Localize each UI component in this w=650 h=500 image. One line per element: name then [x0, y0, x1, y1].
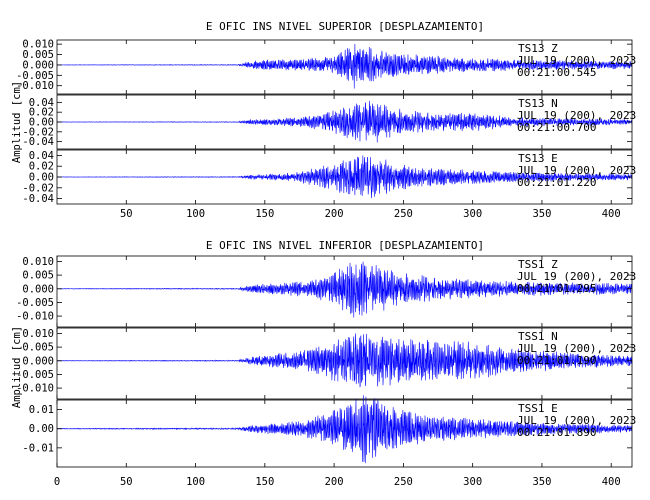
y-tick-label: 0.005: [22, 270, 54, 282]
x-tick-label: 50: [120, 208, 133, 220]
waveform-trace: [56, 155, 633, 199]
lower-block: E OFIC INS NIVEL INFERIOR [DESPLAZAMIENT…: [11, 239, 484, 408]
x-tick-label: 350: [532, 208, 551, 220]
x-tick-label: 400: [602, 476, 621, 488]
y-tick-label: 0.010: [22, 256, 54, 268]
y-tick-label: 0.005: [22, 342, 54, 354]
y-tick-label: 0.00: [29, 117, 54, 129]
station-label: TSS1 Z: [518, 258, 558, 271]
x-tick-label: 100: [186, 208, 205, 220]
y-tick-label: -0.04: [22, 193, 54, 205]
station-label: TS13 E: [518, 152, 558, 165]
x-tick-label: 300: [463, 476, 482, 488]
y-tick-label: -0.02: [22, 126, 54, 138]
x-axis-labels-block-1: 0 50 100 150 200 250 300 350 400: [54, 476, 621, 488]
x-tick-label: 250: [394, 208, 413, 220]
y-tick-label: -0.02: [22, 182, 54, 194]
y-tick-label: -0.01: [22, 442, 54, 454]
x-tick-label: 50: [120, 476, 133, 488]
waveform-trace: [56, 395, 633, 464]
y-tick-label: -0.005: [16, 369, 54, 381]
y-tick-label: 0.01: [29, 404, 54, 416]
waveform-trace: [56, 333, 633, 388]
x-axis-labels-block-0: 50 100 150 200 250 300 350 400: [120, 208, 621, 220]
x-tick-label: 100: [186, 476, 205, 488]
time-label: 00:21:01.220: [517, 176, 596, 189]
y-tick-label: 0.02: [29, 107, 54, 119]
y-tick-label: 0.005: [22, 49, 54, 61]
y-tick-label: -0.010: [16, 80, 54, 92]
panel-frame: [56, 255, 633, 328]
y-tick-label: 0.00: [29, 172, 54, 184]
y-tick-label: 0.010: [22, 39, 54, 51]
waveform-trace: [56, 100, 633, 143]
station-label: TS13 Z: [518, 42, 558, 55]
date-label: JUL 19 (200), 2023: [517, 54, 636, 67]
station-label: TSS1 E: [518, 402, 558, 415]
x-tick-label: 150: [255, 208, 274, 220]
y-tick-label: -0.04: [22, 136, 54, 148]
y-tick-label: -0.010: [16, 383, 54, 395]
waveform-trace: [56, 43, 633, 89]
time-label: 00:21:01.190: [517, 354, 596, 367]
y-tick-label: 0.00: [29, 423, 54, 435]
x-tick-label: 300: [463, 208, 482, 220]
panel-frame: [56, 399, 633, 468]
time-label: 00:21:01.890: [517, 426, 596, 439]
y-tick-label: 0.000: [22, 283, 54, 295]
y-tick-label: -0.010: [16, 311, 54, 323]
x-tick-label: 250: [394, 476, 413, 488]
x-tick-label: 350: [532, 476, 551, 488]
date-label: JUL 19 (200), 2023: [517, 414, 636, 427]
y-tick-label: 0.04: [29, 97, 54, 109]
panel-frame: [56, 39, 633, 95]
date-label: JUL 19 (200), 2023: [517, 270, 636, 283]
upper-block-title: E OFIC INS NIVEL SUPERIOR [DESPLAZAMIENT…: [206, 20, 484, 33]
date-label: JUL 19 (200), 2023: [517, 109, 636, 122]
date-label: JUL 19 (200), 2023: [517, 164, 636, 177]
y-tick-label: 0.010: [22, 328, 54, 340]
y-tick-label: 0.000: [22, 59, 54, 71]
station-label: TSS1 N: [518, 330, 558, 343]
time-label: 00:21:01.295: [517, 282, 596, 295]
y-tick-label: 0.04: [29, 150, 54, 162]
x-tick-label: 150: [255, 476, 274, 488]
upper-block-ylabel: Amplitud [cm]: [11, 81, 23, 163]
lower-block-title: E OFIC INS NIVEL INFERIOR [DESPLAZAMIENT…: [206, 239, 484, 252]
lower-block-ylabel: Amplitud [cm]: [11, 326, 23, 408]
x-tick-label: 200: [325, 476, 344, 488]
x-tick-label: 400: [602, 208, 621, 220]
x-tick-label: 200: [325, 208, 344, 220]
upper-block: E OFIC INS NIVEL SUPERIOR [DESPLAZAMIENT…: [11, 20, 484, 163]
time-label: 00:21:00.700: [517, 121, 596, 134]
y-tick-label: 0.02: [29, 161, 54, 173]
date-label: JUL 19 (200), 2023: [517, 342, 636, 355]
y-tick-label: 0.000: [22, 355, 54, 367]
y-tick-label: -0.005: [16, 297, 54, 309]
x-tick-label: 0: [54, 476, 60, 488]
panel-frame: [56, 327, 633, 400]
station-label: TS13 N: [518, 97, 558, 110]
y-tick-label: -0.005: [16, 70, 54, 82]
time-label: 00:21:00.545: [517, 66, 596, 79]
waveform-trace: [56, 261, 633, 318]
